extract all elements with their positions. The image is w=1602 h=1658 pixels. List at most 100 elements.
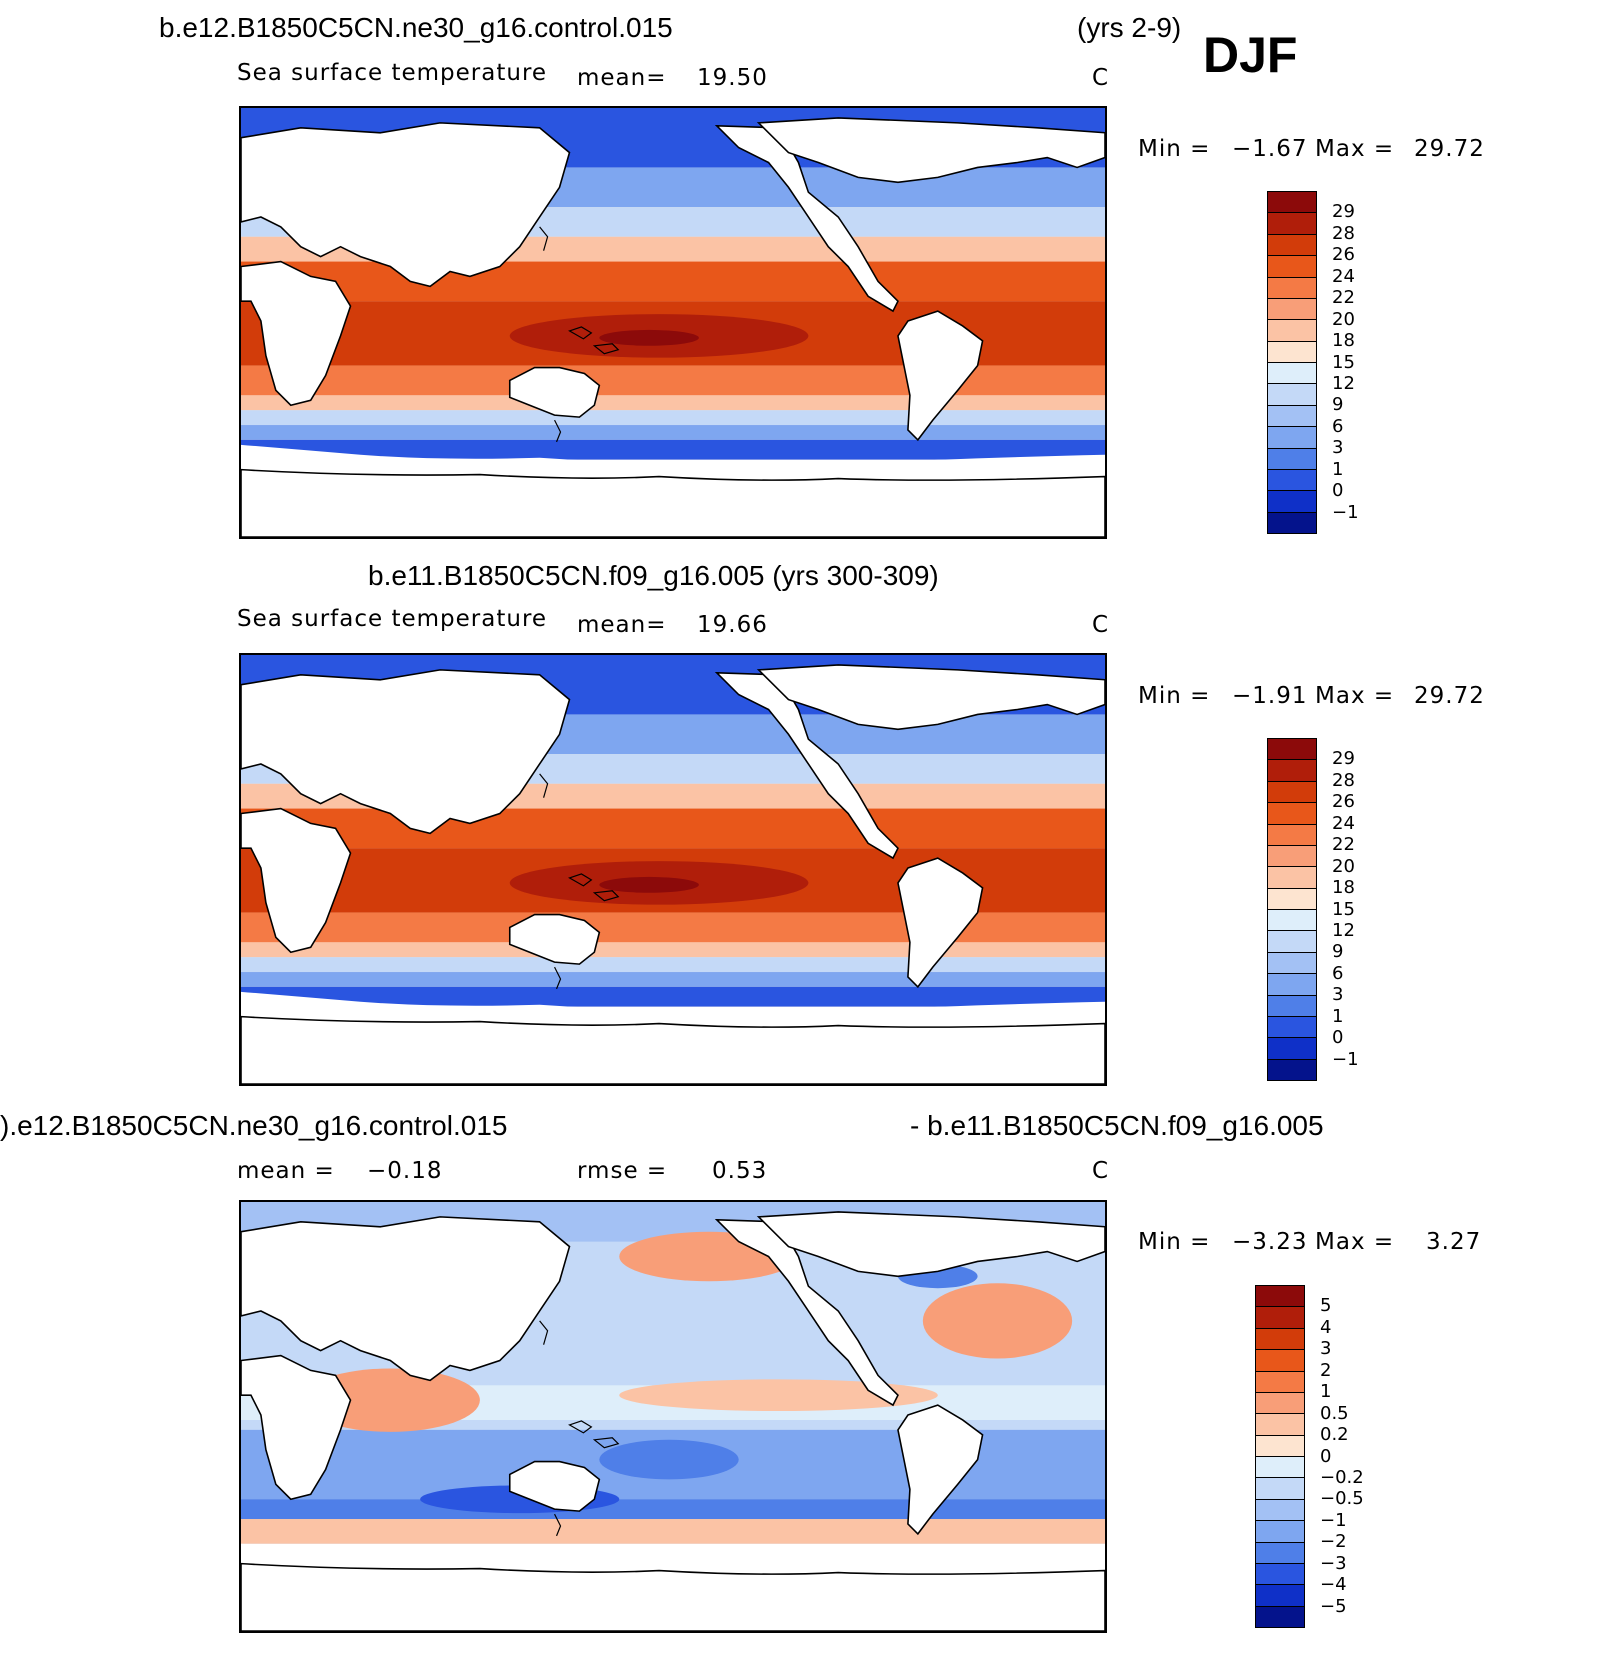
panel2-colorbar-label: 26 xyxy=(1332,791,1355,813)
panel1-variable: Sea surface temperature xyxy=(237,60,548,86)
panel1-colorbar-swatch xyxy=(1268,404,1316,427)
panel3-mean-label: mean = xyxy=(237,1158,335,1184)
panel2-colorbar-label: 9 xyxy=(1332,941,1344,963)
panel1-colorbar-swatch xyxy=(1268,511,1316,533)
panel3-colorbar-label: 0.2 xyxy=(1320,1424,1349,1446)
panel1-units: C xyxy=(1092,65,1110,91)
panel3-max-value: 3.27 xyxy=(1426,1229,1482,1255)
panel2-units: C xyxy=(1092,612,1110,638)
panel2-min-value: −1.91 xyxy=(1232,683,1308,709)
panel1-colorbar xyxy=(1267,191,1317,534)
panel2-min-label: Min = xyxy=(1138,683,1211,709)
panel1-colorbar-label: 18 xyxy=(1332,330,1355,352)
panel1-min-label: Min = xyxy=(1138,136,1211,162)
panel2-max-value: 29.72 xyxy=(1414,683,1485,709)
panel3-colorbar-label: 0.5 xyxy=(1320,1402,1349,1424)
panel1-colorbar-swatch xyxy=(1268,319,1316,341)
panel2-colorbar-swatch xyxy=(1268,909,1316,931)
panel3-colorbar-label: 0 xyxy=(1320,1445,1332,1467)
panel1-colorbar-swatch xyxy=(1268,212,1316,234)
panel2-colorbar-label: 3 xyxy=(1332,984,1344,1006)
panel2-colorbar-label: −1 xyxy=(1332,1048,1359,1070)
panel2-colorbar-label: 18 xyxy=(1332,877,1355,899)
panel3-colorbar-swatch xyxy=(1256,1498,1304,1521)
panel1-colorbar-swatch xyxy=(1268,362,1316,384)
panel2-colorbar-label: 20 xyxy=(1332,855,1355,877)
panel3-colorbar-swatch xyxy=(1256,1541,1304,1563)
panel2-colorbar-swatch xyxy=(1268,866,1316,888)
panel2-colorbar-swatch xyxy=(1268,1037,1316,1059)
panel3-rmse-value: 0.53 xyxy=(712,1158,768,1184)
panel3-colorbar-label: 2 xyxy=(1320,1359,1332,1381)
panel2-colorbar-swatch xyxy=(1268,887,1316,909)
panel1-colorbar-label: 1 xyxy=(1332,458,1344,480)
panel1-mean-value: 19.50 xyxy=(697,65,768,91)
panel2-colorbar-label: 0 xyxy=(1332,1027,1344,1049)
season-label: DJF xyxy=(1203,27,1298,83)
panel1-colorbar-swatch xyxy=(1268,383,1316,405)
panel3-colorbar-swatch xyxy=(1256,1456,1304,1478)
panel3-colorbar-swatch xyxy=(1256,1520,1304,1542)
panel3-colorbar-swatch xyxy=(1256,1370,1304,1392)
panel2-colorbar-swatch xyxy=(1268,1058,1316,1080)
panel2-mean-value: 19.66 xyxy=(697,612,768,638)
panel2-mean-label: mean= xyxy=(577,612,667,638)
panel2-case-title: b.e11.B1850C5CN.f09_g16.005 (yrs 300-309… xyxy=(368,560,939,591)
panel1-colorbar-label: −1 xyxy=(1332,501,1359,523)
panel1-min-value: −1.67 xyxy=(1232,136,1308,162)
panel3-min-value: −3.23 xyxy=(1232,1229,1308,1255)
panel3-colorbar-label: −2 xyxy=(1320,1531,1347,1553)
panel2-colorbar-swatch xyxy=(1268,1015,1316,1038)
panel2-colorbar-swatch xyxy=(1268,739,1316,760)
panel3-colorbar-label: −0.5 xyxy=(1320,1488,1364,1510)
panel2-colorbar-label: 1 xyxy=(1332,1005,1344,1027)
panel3-colorbar-label: −4 xyxy=(1320,1574,1347,1596)
panel3-colorbar-label: −3 xyxy=(1320,1552,1347,1574)
panel1-colorbar-swatch xyxy=(1268,426,1316,448)
panel3-colorbar-swatch xyxy=(1256,1349,1304,1371)
panel3-colorbar-swatch xyxy=(1256,1562,1304,1585)
panel1-colorbar-label: 6 xyxy=(1332,415,1344,437)
panel2-colorbar-swatch xyxy=(1268,780,1316,803)
panel1-colorbar-label: 12 xyxy=(1332,372,1355,394)
panel2-colorbar-label: 24 xyxy=(1332,812,1355,834)
panel2-colorbar-swatch xyxy=(1268,823,1316,845)
panel1-max-label: Max = xyxy=(1315,136,1395,162)
panel1-colorbar-label: 9 xyxy=(1332,394,1344,416)
panel1-colorbar-swatch xyxy=(1268,233,1316,256)
panel1-colorbar-swatch xyxy=(1268,490,1316,512)
panel2-max-label: Max = xyxy=(1315,683,1395,709)
panel3-colorbar-label: −1 xyxy=(1320,1509,1347,1531)
panel3-colorbar-label: 1 xyxy=(1320,1381,1332,1403)
panel2-colorbar-label: 6 xyxy=(1332,962,1344,984)
panel3-colorbar-swatch xyxy=(1256,1286,1304,1307)
panel3-mean-value: −0.18 xyxy=(367,1158,443,1184)
panel2-colorbar-swatch xyxy=(1268,930,1316,952)
panel1-case-title: b.e12.B1850C5CN.ne30_g16.control.015 xyxy=(159,12,673,43)
panel1-colorbar-label: 0 xyxy=(1332,480,1344,502)
panel3-colorbar-label: 4 xyxy=(1320,1316,1332,1338)
panel1-colorbar-swatch xyxy=(1268,297,1316,320)
panel3-colorbar-label: −5 xyxy=(1320,1595,1347,1617)
panel2-sst-map xyxy=(239,653,1107,1086)
panel2-colorbar-swatch xyxy=(1268,973,1316,995)
panel1-colorbar-label: 3 xyxy=(1332,437,1344,459)
panel1-colorbar-label: 28 xyxy=(1332,222,1355,244)
panel2-colorbar-label: 29 xyxy=(1332,748,1355,770)
panel1-colorbar-swatch xyxy=(1268,192,1316,213)
panel3-colorbar-label: 3 xyxy=(1320,1338,1332,1360)
panel2-colorbar-swatch xyxy=(1268,802,1316,824)
panel1-mean-label: mean= xyxy=(577,65,667,91)
panel3-difference-map xyxy=(239,1200,1107,1633)
panel1-colorbar-swatch xyxy=(1268,447,1316,469)
panel1-colorbar-label: 22 xyxy=(1332,287,1355,309)
panel3-colorbar xyxy=(1255,1285,1305,1628)
panel3-colorbar-swatch xyxy=(1256,1434,1304,1456)
panel2-colorbar-label: 12 xyxy=(1332,919,1355,941)
panel2-colorbar-label: 28 xyxy=(1332,769,1355,791)
panel3-rmse-label: rmse = xyxy=(577,1158,668,1184)
panel1-colorbar-label: 20 xyxy=(1332,308,1355,330)
panel3-colorbar-swatch xyxy=(1256,1306,1304,1328)
panel2-colorbar-label: 15 xyxy=(1332,898,1355,920)
panel3-units: C xyxy=(1092,1158,1110,1184)
